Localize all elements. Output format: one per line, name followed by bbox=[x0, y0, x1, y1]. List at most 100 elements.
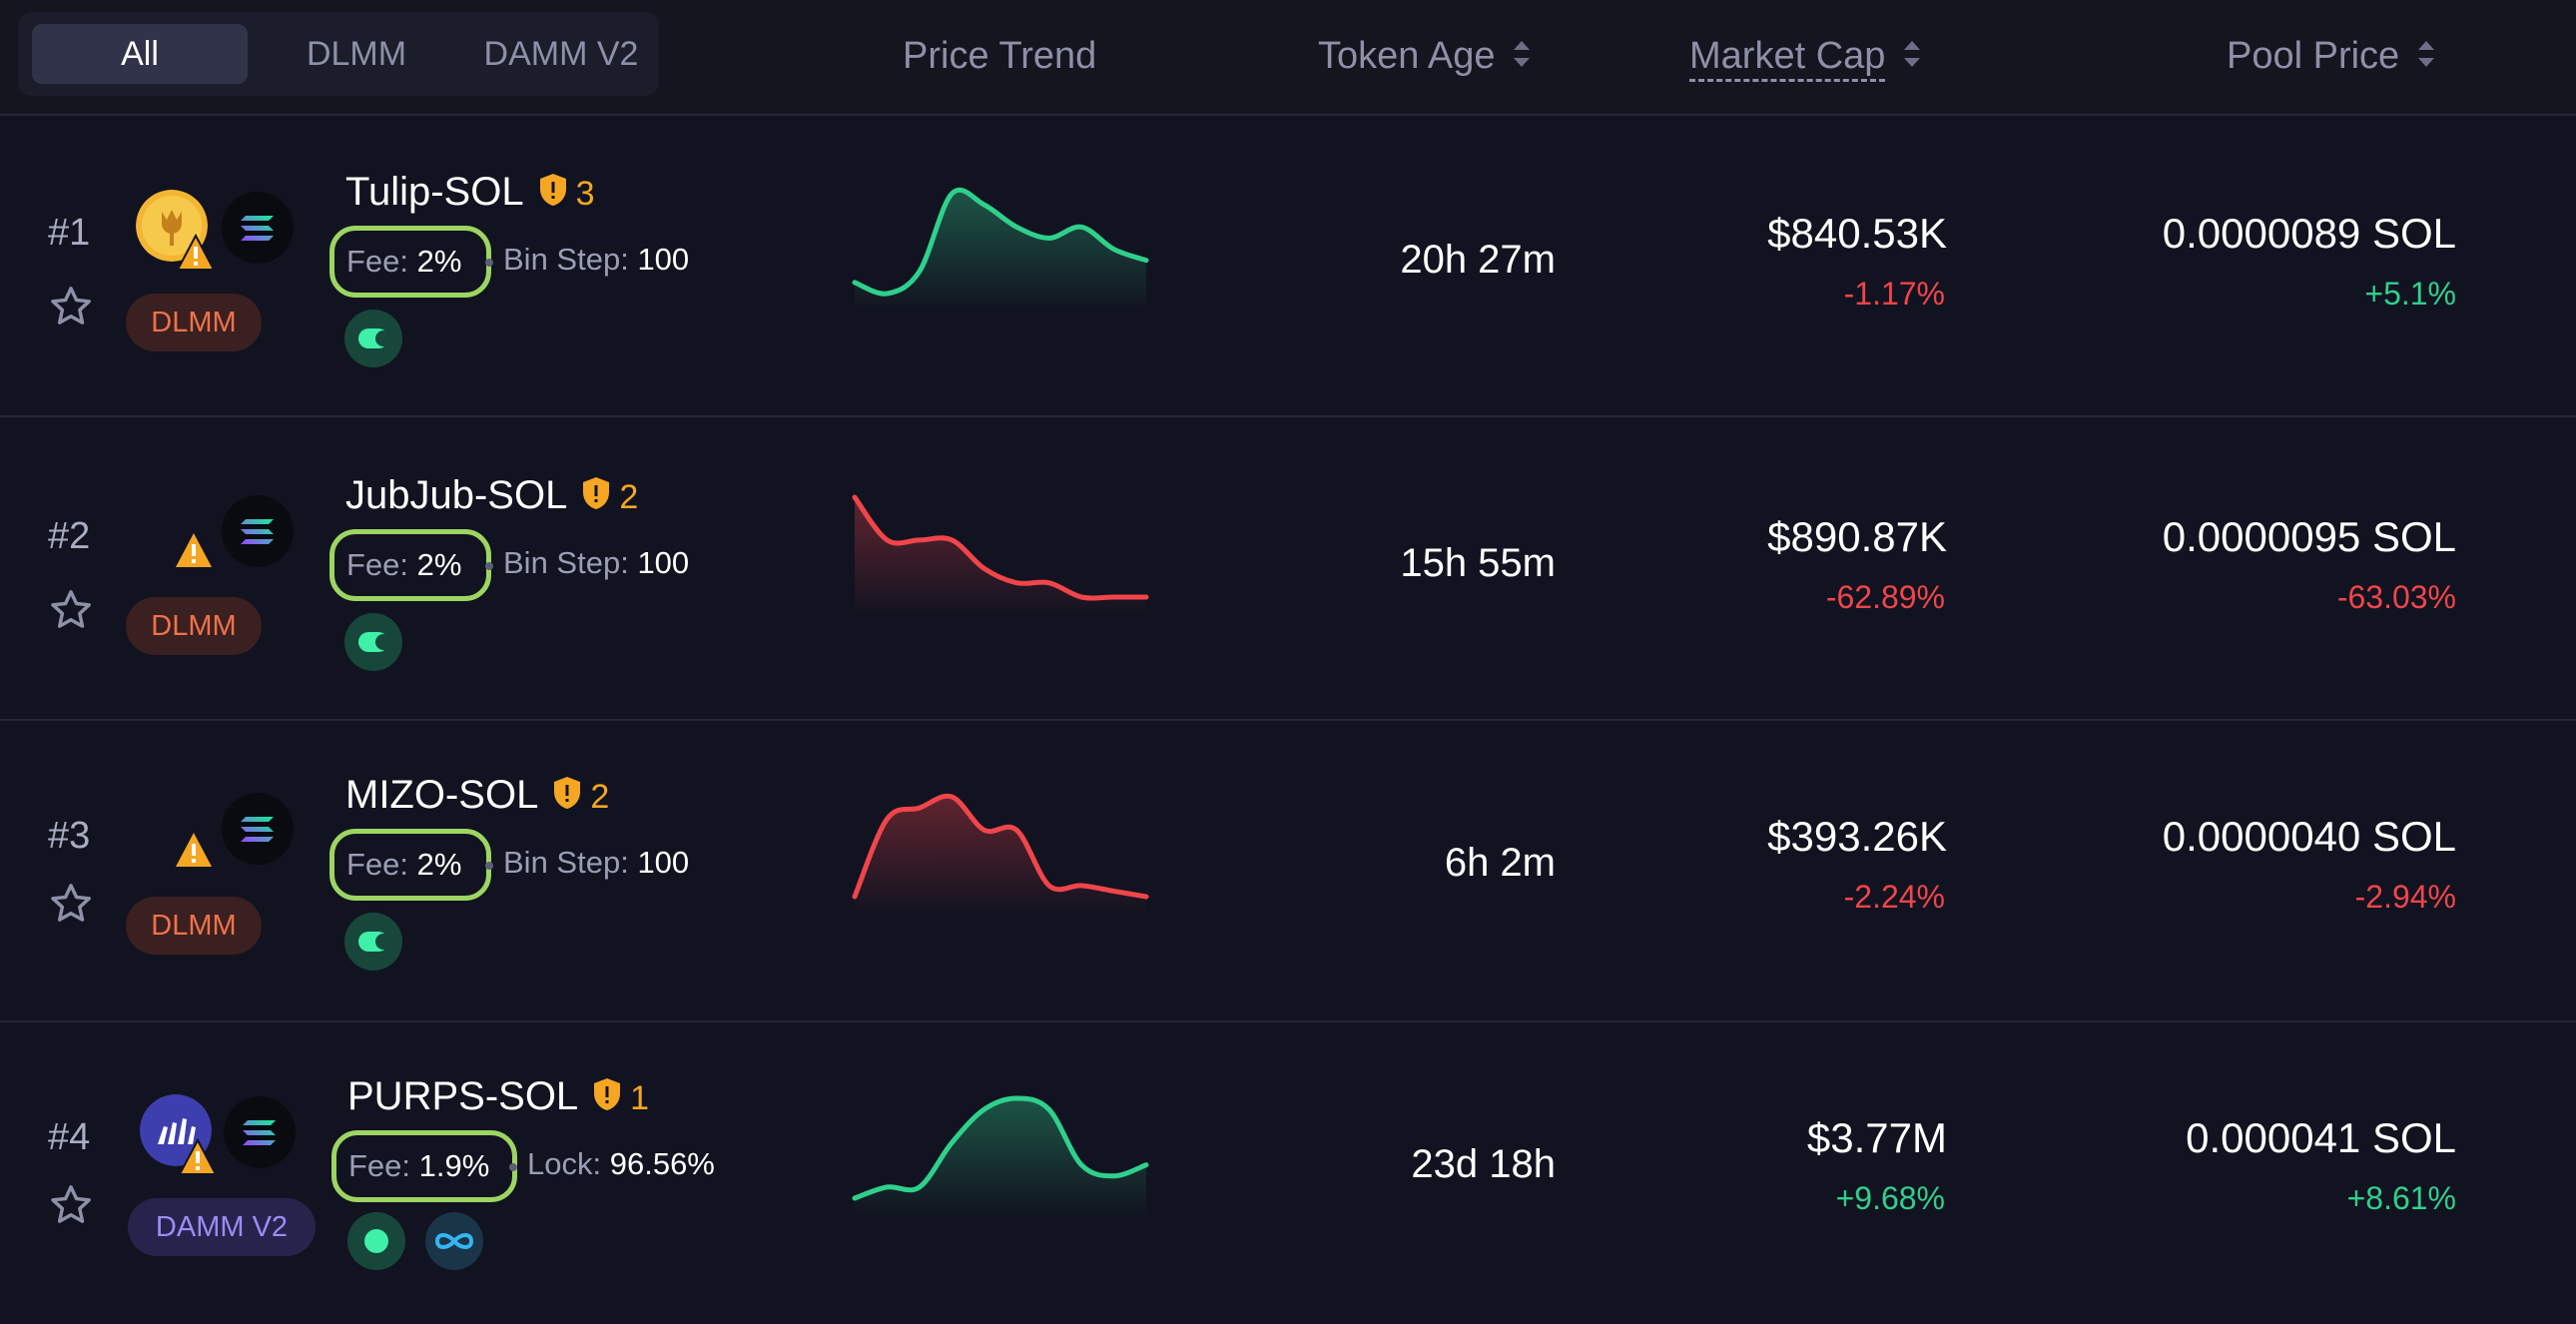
pool-type-tabs: All DLMM DAMM V2 bbox=[18, 12, 659, 96]
table-row[interactable]: #4 DAMM V2 PURPS-SOL 1 Fee: 1.9% Lock: 96… bbox=[0, 1022, 2576, 1324]
fee-value: 2% bbox=[416, 847, 462, 882]
market-cap-change: +9.68% bbox=[1835, 1180, 1945, 1216]
table-row[interactable]: #3 DLMM MIZO-SOL 2 Fee: 2% Bin Step: 100 … bbox=[0, 721, 2576, 1022]
column-pool-price[interactable]: Pool Price bbox=[2227, 26, 2435, 86]
rank: #2 bbox=[48, 515, 91, 557]
sort-icon[interactable] bbox=[2417, 39, 2435, 69]
audit-count: 1 bbox=[630, 1079, 650, 1117]
bin-step-value: 100 bbox=[637, 545, 690, 580]
market-cap-change: -2.24% bbox=[1843, 879, 1945, 915]
bin-step-value: 100 bbox=[637, 845, 690, 880]
audit-count: 2 bbox=[590, 778, 610, 816]
token-age: 23d 18h bbox=[1411, 1142, 1556, 1186]
price-trend-sparkline bbox=[852, 187, 1149, 312]
infinity-icon[interactable] bbox=[425, 1212, 483, 1270]
solana-icon bbox=[222, 495, 294, 567]
sparkline-line bbox=[852, 187, 1149, 297]
sort-icon[interactable] bbox=[1513, 39, 1531, 69]
sparkline-area bbox=[855, 796, 1146, 915]
fee-box: Fee: 2% bbox=[329, 226, 491, 298]
bin-step: Bin Step: 100 bbox=[503, 242, 689, 278]
pool-price-change: +5.1% bbox=[2364, 276, 2456, 312]
table-row[interactable]: #1 DLMM Tulip-SOL 3 Fee: 2% Bin Step: 100… bbox=[0, 116, 2576, 417]
rank: #3 bbox=[48, 815, 91, 857]
pool-type-badge: DLMM bbox=[126, 897, 262, 955]
price-trend-label: Price Trend bbox=[903, 35, 1097, 77]
bin-step-label: Bin Step: bbox=[503, 545, 629, 580]
column-price-trend: Price Trend bbox=[903, 26, 1096, 86]
separator-dot bbox=[485, 862, 493, 870]
column-market-cap[interactable]: Market Cap bbox=[1689, 26, 1921, 86]
market-cap: $890.87K bbox=[1767, 513, 1947, 560]
fee-label: Fee: bbox=[346, 244, 409, 279]
pair-label: Tulip-SOL bbox=[345, 170, 524, 214]
pair-name[interactable]: Tulip-SOL 3 bbox=[345, 170, 595, 215]
rank: #1 bbox=[48, 212, 91, 254]
fee-label: Fee: bbox=[348, 1148, 411, 1183]
rank: #4 bbox=[48, 1116, 91, 1158]
pool-price: 0.0000040 SOL bbox=[2162, 813, 2456, 860]
lock-value: 96.56% bbox=[609, 1146, 715, 1181]
bin-step-label: Bin Step: bbox=[503, 845, 629, 880]
star-icon[interactable] bbox=[48, 1182, 94, 1228]
pool-price: 0.000041 SOL bbox=[2186, 1114, 2456, 1161]
status-dot-icon[interactable] bbox=[347, 1212, 405, 1270]
separator-dot bbox=[485, 562, 493, 570]
pool-type-badge: DLMM bbox=[126, 294, 262, 351]
audit-count: 3 bbox=[575, 175, 595, 213]
market-cap-change: -62.89% bbox=[1825, 579, 1945, 615]
sparkline-line bbox=[852, 793, 1149, 900]
sparkline-area bbox=[855, 1098, 1146, 1216]
solana-icon bbox=[222, 793, 294, 865]
fee-box: Fee: 2% bbox=[329, 529, 491, 601]
pair-name[interactable]: JubJub-SOL 2 bbox=[345, 473, 638, 518]
column-token-age[interactable]: Token Age bbox=[1318, 26, 1531, 86]
price-trend-sparkline bbox=[852, 793, 1149, 915]
fee-value: 2% bbox=[416, 547, 462, 582]
pair-name[interactable]: MIZO-SOL 2 bbox=[345, 773, 609, 818]
pool-type-badge: DAMM V2 bbox=[128, 1198, 316, 1256]
lock-label: Lock: bbox=[527, 1146, 602, 1181]
solana-icon bbox=[222, 192, 294, 264]
pool-price-label: Pool Price bbox=[2227, 35, 2400, 77]
tab-all[interactable]: All bbox=[32, 24, 248, 84]
toggle-icon[interactable] bbox=[344, 613, 402, 671]
warning-icon bbox=[176, 234, 216, 271]
token-age: 15h 55m bbox=[1400, 541, 1556, 585]
star-icon[interactable] bbox=[48, 284, 94, 330]
price-trend-sparkline bbox=[852, 1095, 1149, 1216]
shield-icon bbox=[594, 1078, 621, 1111]
market-cap: $393.26K bbox=[1767, 813, 1947, 860]
table-header: All DLMM DAMM V2 Price Trend Token Age M… bbox=[0, 0, 2576, 116]
table-row[interactable]: #2 DLMM JubJub-SOL 2 Fee: 2% Bin Step: 10… bbox=[0, 419, 2576, 721]
market-cap-label: Market Cap bbox=[1689, 35, 1886, 82]
fee-label: Fee: bbox=[346, 547, 409, 582]
toggle-icon[interactable] bbox=[344, 310, 402, 367]
fee-box: Fee: 2% bbox=[329, 829, 491, 901]
bin-step-label: Bin Step: bbox=[503, 242, 629, 277]
sort-icon[interactable] bbox=[1903, 39, 1921, 69]
warning-icon bbox=[176, 533, 212, 567]
pool-price: 0.0000095 SOL bbox=[2162, 513, 2456, 560]
shield-icon bbox=[583, 477, 610, 510]
star-icon[interactable] bbox=[48, 587, 94, 633]
warning-icon bbox=[176, 833, 212, 867]
pair-label: JubJub-SOL bbox=[345, 473, 568, 517]
pool-type-badge: DLMM bbox=[126, 597, 262, 655]
token-age: 20h 27m bbox=[1400, 238, 1556, 282]
pool-price-change: -2.94% bbox=[2354, 879, 2456, 915]
audit-count: 2 bbox=[619, 478, 639, 516]
star-icon[interactable] bbox=[48, 881, 94, 927]
pair-name[interactable]: PURPS-SOL 1 bbox=[347, 1074, 649, 1119]
market-cap: $840.53K bbox=[1767, 210, 1947, 257]
pool-price-change: -63.03% bbox=[2336, 579, 2456, 615]
sparkline-area bbox=[855, 190, 1146, 312]
fee-value: 1.9% bbox=[418, 1148, 490, 1183]
toggle-icon[interactable] bbox=[344, 913, 402, 971]
tab-damm-v2[interactable]: DAMM V2 bbox=[483, 35, 639, 73]
token-age: 6h 2m bbox=[1444, 841, 1556, 885]
tab-dlmm[interactable]: DLMM bbox=[306, 35, 407, 73]
pool-price-change: +8.61% bbox=[2346, 1180, 2456, 1216]
shield-icon bbox=[554, 777, 581, 810]
pair-label: MIZO-SOL bbox=[345, 773, 539, 817]
